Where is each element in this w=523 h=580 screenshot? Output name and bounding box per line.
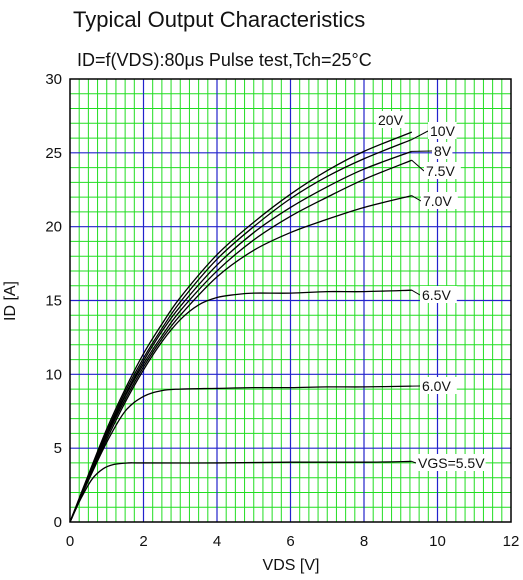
curve-label-leader [411,460,417,464]
curve-line [69,195,412,523]
curve-label-leader [411,159,425,172]
curve-label-leader [411,289,421,296]
curve-line [69,385,412,523]
curve-label: 6.5V [422,287,451,303]
chart-title: Typical Output Characteristics [73,7,365,32]
curve-label-leader [411,195,422,202]
x-tick-label: 12 [503,533,520,550]
curve-label-background [376,111,405,128]
curve-line [69,150,413,523]
grid [70,79,511,522]
y-axis-label: ID [A] [2,281,19,321]
curve-label: 10V [430,123,456,139]
curve-line [69,460,412,523]
x-tick-label: 8 [360,533,368,550]
x-axis-ticks: 0 2 4 6 8 10 12 [66,533,520,550]
curve-label: 7.0V [423,193,452,209]
x-tick-label: 6 [286,533,294,550]
curve-label-background [424,162,461,179]
curve-label-background [416,454,486,471]
curves [69,131,413,523]
x-tick-label: 2 [139,533,147,550]
curve-label: 6.0V [422,378,451,394]
curve-label: 20V [378,112,404,128]
curve-label-background [432,142,453,159]
curve-label-background [428,122,457,139]
y-tick-label: 0 [54,514,62,531]
curve-label-background [421,192,458,209]
curve-label-leader [411,130,429,140]
curve-line [69,289,412,523]
curve-labels: 20V 10V 8V 7.5V 7.0V 6.5V 6.0V VGS=5.5V [376,111,486,471]
y-tick-label: 15 [45,293,62,310]
curve-label: VGS=5.5V [418,455,485,471]
y-tick-label: 20 [45,219,62,236]
y-tick-label: 25 [45,145,62,162]
y-tick-label: 30 [45,71,62,88]
x-tick-label: 0 [66,533,74,550]
x-axis-label: VDS [V] [263,557,320,574]
curve-label: 8V [434,143,452,159]
x-tick-label: 4 [213,533,221,550]
y-axis-ticks: 0 5 10 15 20 25 30 [45,71,62,531]
curve-line [69,131,413,523]
curve-label-background [420,286,457,303]
curve-label-background [420,377,457,394]
chart-subtitle: ID=f(VDS):80μs Pulse test,Tch=25°C [77,50,372,70]
plot-frame [69,78,512,523]
y-tick-label: 10 [45,366,62,383]
y-tick-label: 5 [54,440,62,457]
x-tick-label: 10 [429,533,446,550]
curve-line [69,159,413,523]
curve-label: 7.5V [426,163,455,179]
